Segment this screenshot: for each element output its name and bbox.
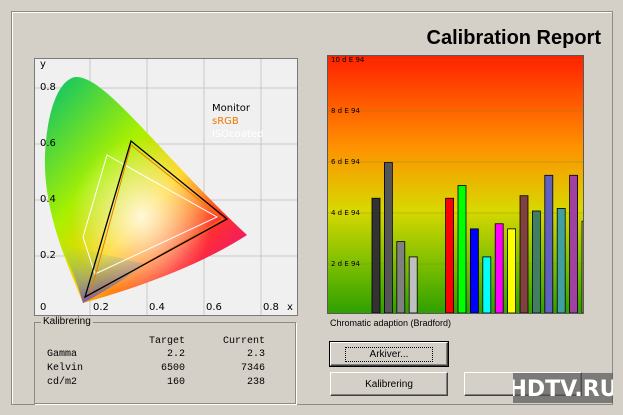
kalibrering-button-label: Kalibrering xyxy=(365,378,413,390)
row-current: 238 xyxy=(246,377,265,388)
row-target: 2.2 xyxy=(166,349,185,360)
col-current-header: Current xyxy=(222,336,265,347)
y-tick: 0.6 xyxy=(40,138,56,149)
bar xyxy=(531,210,541,313)
kalibrering-group: Kalibrering Target Current Gamma 2.2 2.3… xyxy=(34,316,296,404)
bar xyxy=(396,241,406,313)
bar xyxy=(556,208,566,313)
bar xyxy=(445,197,454,313)
bar xyxy=(494,223,504,313)
legend-srgb: sRGB xyxy=(212,116,239,127)
bar xyxy=(371,197,381,313)
bar xyxy=(569,174,579,313)
y-tick-label: 8 d E 94 xyxy=(331,107,360,115)
svg-text:HDTV.RU: HDTV.RU xyxy=(513,377,613,402)
group-title: Kalibrering xyxy=(41,316,93,327)
y-tick: 0.2 xyxy=(40,250,56,261)
bar xyxy=(482,256,492,313)
cie-diagram: y 0.8 0.6 0.4 0.2 0 0.2 0.4 0.6 0.8 x Mo… xyxy=(34,58,298,316)
x-tick: 0.2 xyxy=(93,302,109,313)
row-current: 7346 xyxy=(240,363,265,374)
monitor-gamut xyxy=(83,139,229,299)
row-label: Kelvin xyxy=(47,363,84,374)
bar xyxy=(469,228,479,313)
x-tick: 0.4 xyxy=(149,302,165,313)
x-tick: 0 xyxy=(40,302,47,313)
y-tick-label: 10 d E 94 xyxy=(331,56,365,64)
bar xyxy=(519,195,529,313)
x-tick: 0.8 xyxy=(263,302,279,313)
archive-button[interactable]: Arkiver... xyxy=(329,341,449,367)
archive-button-label: Arkiver... xyxy=(344,346,434,362)
legend-iso: ISOcoated xyxy=(212,129,264,140)
y-tick-label: 2 d E 94 xyxy=(331,260,360,268)
delta-e-chart: 10 d E 94 8 d E 94 6 d E 94 4 d E 94 2 d E 9… xyxy=(327,55,584,314)
bar xyxy=(457,185,467,313)
page-title: Calibration Report xyxy=(426,27,601,49)
bar xyxy=(384,162,393,313)
y-axis-label: y xyxy=(40,59,46,70)
y-tick: 0.8 xyxy=(40,82,56,93)
row-target: 160 xyxy=(166,377,185,388)
chart-caption: Chromatic adaption (Bradford) xyxy=(330,318,452,328)
bar xyxy=(507,228,517,313)
x-axis-label: x xyxy=(287,302,293,313)
hdtv-logo: HDTV.RU xyxy=(513,373,613,403)
bar xyxy=(544,174,554,313)
row-target: 6500 xyxy=(160,363,185,374)
iso-gamut xyxy=(82,154,219,275)
row-label: Gamma xyxy=(47,349,78,360)
kalibrering-button[interactable]: Kalibrering xyxy=(330,372,448,396)
row-current: 2.3 xyxy=(246,349,265,360)
y-tick-label: 4 d E 94 xyxy=(331,209,360,217)
y-tick: 0.4 xyxy=(40,194,56,205)
report-frame xyxy=(11,11,613,405)
cie-svg xyxy=(35,59,297,315)
y-tick-label: 6 d E 94 xyxy=(331,158,360,166)
bar xyxy=(408,256,418,313)
col-target-header: Target xyxy=(148,336,185,347)
row-label: cd/m2 xyxy=(47,377,78,388)
delta-e-svg: 10 d E 94 8 d E 94 6 d E 94 4 d E 94 2 d E 9… xyxy=(328,56,583,313)
x-tick: 0.6 xyxy=(206,302,222,313)
bar xyxy=(581,220,583,313)
legend-monitor: Monitor xyxy=(212,103,251,114)
